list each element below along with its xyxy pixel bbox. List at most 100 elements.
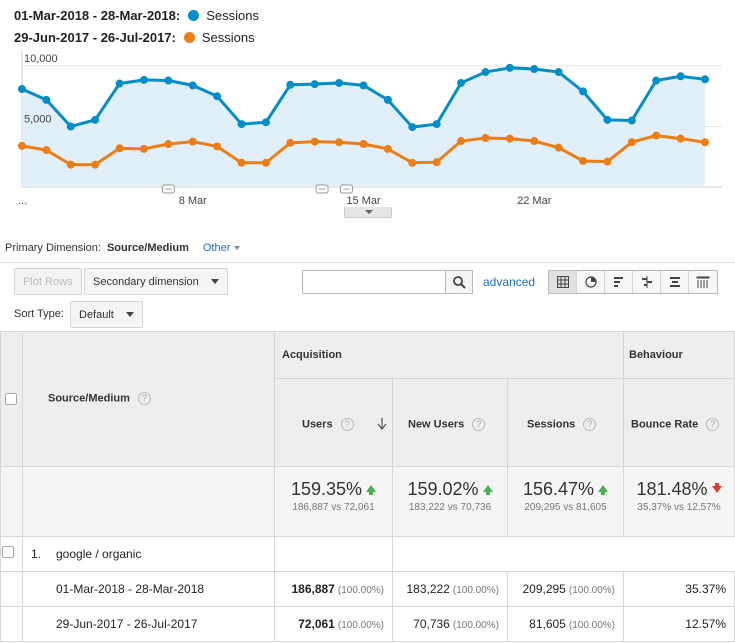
data-point: [554, 143, 563, 152]
plot-rows-button[interactable]: Plot Rows: [14, 268, 82, 295]
data-point: [530, 65, 539, 74]
row-spacer: [393, 537, 735, 572]
help-icon[interactable]: ?: [706, 418, 720, 431]
sort-type-label: Sort Type:: [14, 308, 64, 320]
legend-dot-orange: [183, 32, 195, 43]
secondary-dimension-dropdown[interactable]: Secondary dimension: [84, 268, 228, 295]
users-total-pct-text: 159.35%: [290, 479, 363, 499]
primary-dimension-bar: Primary Dimension: Source/Medium Other: [5, 242, 241, 254]
totals-spacer: [0, 467, 23, 537]
legend-compare-range: 29-Jun-2017 - 26-Jul-2017: Sessions: [14, 30, 255, 45]
data-point: [652, 76, 661, 85]
users-total: 159.35% 186,887 vs 72,061: [275, 467, 393, 537]
other-label: Other: [202, 242, 231, 254]
behaviour-header-label: Behaviour: [629, 349, 683, 361]
new-users-total: 159.02% 183,222 vs 70,736: [393, 467, 508, 537]
data-point: [481, 68, 490, 77]
bounce-rate-total-vs: 35.37% vs 12.57%: [637, 502, 721, 513]
help-icon[interactable]: ?: [472, 418, 486, 431]
performance-view-button[interactable]: [605, 271, 633, 293]
divider: [0, 262, 735, 263]
comparison-view-button[interactable]: [633, 271, 661, 293]
row-spacer: [275, 537, 393, 572]
new-users-percent: (100.00%): [452, 620, 499, 631]
data-point: [310, 80, 319, 89]
chevron-down-icon: [210, 279, 219, 284]
advanced-filter-link[interactable]: advanced: [483, 275, 536, 289]
sort-type-dropdown[interactable]: Default: [70, 301, 143, 328]
new-users-value-text: 70,736 (100.00%): [413, 617, 499, 631]
table-search-input[interactable]: [302, 270, 446, 294]
data-point: [432, 158, 441, 167]
new-users-header-label: New Users?: [408, 418, 486, 431]
legend-metric-label: Sessions: [206, 8, 259, 23]
row-spacer: [0, 572, 23, 607]
help-icon[interactable]: ?: [137, 392, 151, 405]
data-point: [701, 138, 709, 147]
data-point: [286, 138, 295, 147]
data-point: [18, 84, 26, 93]
new-users-number: 70,736: [413, 617, 450, 631]
bounce-rate-column-header[interactable]: Bounce Rate?: [624, 379, 735, 467]
users-total-pct: 159.35%: [275, 479, 392, 500]
users-percent: (100.00%): [337, 585, 384, 596]
pivot-view-button[interactable]: [689, 271, 717, 293]
series-area: [22, 67, 705, 187]
help-icon[interactable]: ?: [340, 418, 354, 431]
plot-rows-label: Plot Rows: [23, 275, 73, 288]
new-users-percent: (100.00%): [452, 585, 499, 596]
data-point: [164, 140, 173, 149]
bounce-rate-number: 35.37%: [685, 582, 726, 596]
term-cloud-view-button[interactable]: [661, 271, 689, 293]
sessions-column-header[interactable]: Sessions?: [508, 379, 624, 467]
sessions-header-text: Sessions: [527, 418, 576, 431]
data-point: [579, 87, 588, 96]
row-index: 1.: [31, 547, 42, 561]
date-range-label: 29-Jun-2017 - 26-Jul-2017: [56, 617, 198, 631]
data-point: [213, 92, 222, 101]
users-value: 186,887 (100.00%): [275, 572, 393, 607]
data-point: [579, 156, 588, 165]
primary-dimension-value[interactable]: Source/Medium: [106, 242, 189, 254]
select-all-column: [0, 331, 23, 467]
help-icon[interactable]: ?: [583, 418, 597, 431]
row-checkbox[interactable]: [2, 546, 14, 558]
select-all-checkbox[interactable]: [5, 393, 17, 405]
bounce-rate-total-pct: 181.48%: [624, 479, 734, 500]
data-table-view-button[interactable]: [549, 271, 577, 293]
data-point: [359, 140, 368, 149]
legend-range-label: 29-Jun-2017 - 26-Jul-2017:: [14, 30, 176, 45]
data-point: [91, 115, 100, 124]
sessions-number: 209,295: [522, 582, 566, 596]
bounce-rate-total-pct-text: 181.48%: [636, 479, 708, 499]
pivot-icon: [696, 276, 710, 288]
up-arrow-icon: [482, 485, 493, 495]
up-arrow-icon: [366, 485, 377, 495]
new-users-number: 183,222: [406, 582, 450, 596]
users-column-header[interactable]: Users?: [275, 379, 393, 467]
other-dimension-link[interactable]: Other: [203, 242, 241, 254]
source-medium-header[interactable]: Source/Medium?: [23, 331, 275, 467]
new-users-column-header[interactable]: New Users?: [393, 379, 508, 467]
pie-view-button[interactable]: [577, 271, 605, 293]
sessions-percent: (100.00%): [568, 620, 615, 631]
data-point: [530, 137, 539, 146]
bounce-rate-value: 35.37%: [624, 572, 735, 607]
data-point: [676, 72, 685, 81]
data-point: [66, 122, 75, 131]
sort-descending-icon: [377, 418, 387, 430]
term-cloud-icon: [669, 277, 680, 287]
sessions-line-chart[interactable]: 10,000 5,000... 8 Mar 15 Mar 22 Mar: [0, 50, 735, 208]
data-point: [408, 123, 417, 132]
bounce-rate-number: 12.57%: [685, 617, 726, 631]
comparison-icon: [641, 276, 652, 288]
data-point: [457, 137, 466, 146]
source-medium-header-label: Source/Medium?: [48, 392, 151, 405]
search-button[interactable]: [446, 270, 473, 294]
collapse-chart-toggle[interactable]: [344, 207, 392, 218]
data-point: [408, 158, 417, 167]
source-medium-link[interactable]: google / organic: [56, 547, 142, 561]
row-spacer: [0, 607, 23, 642]
data-point: [701, 75, 709, 84]
sessions-percent: (100.00%): [568, 585, 615, 596]
